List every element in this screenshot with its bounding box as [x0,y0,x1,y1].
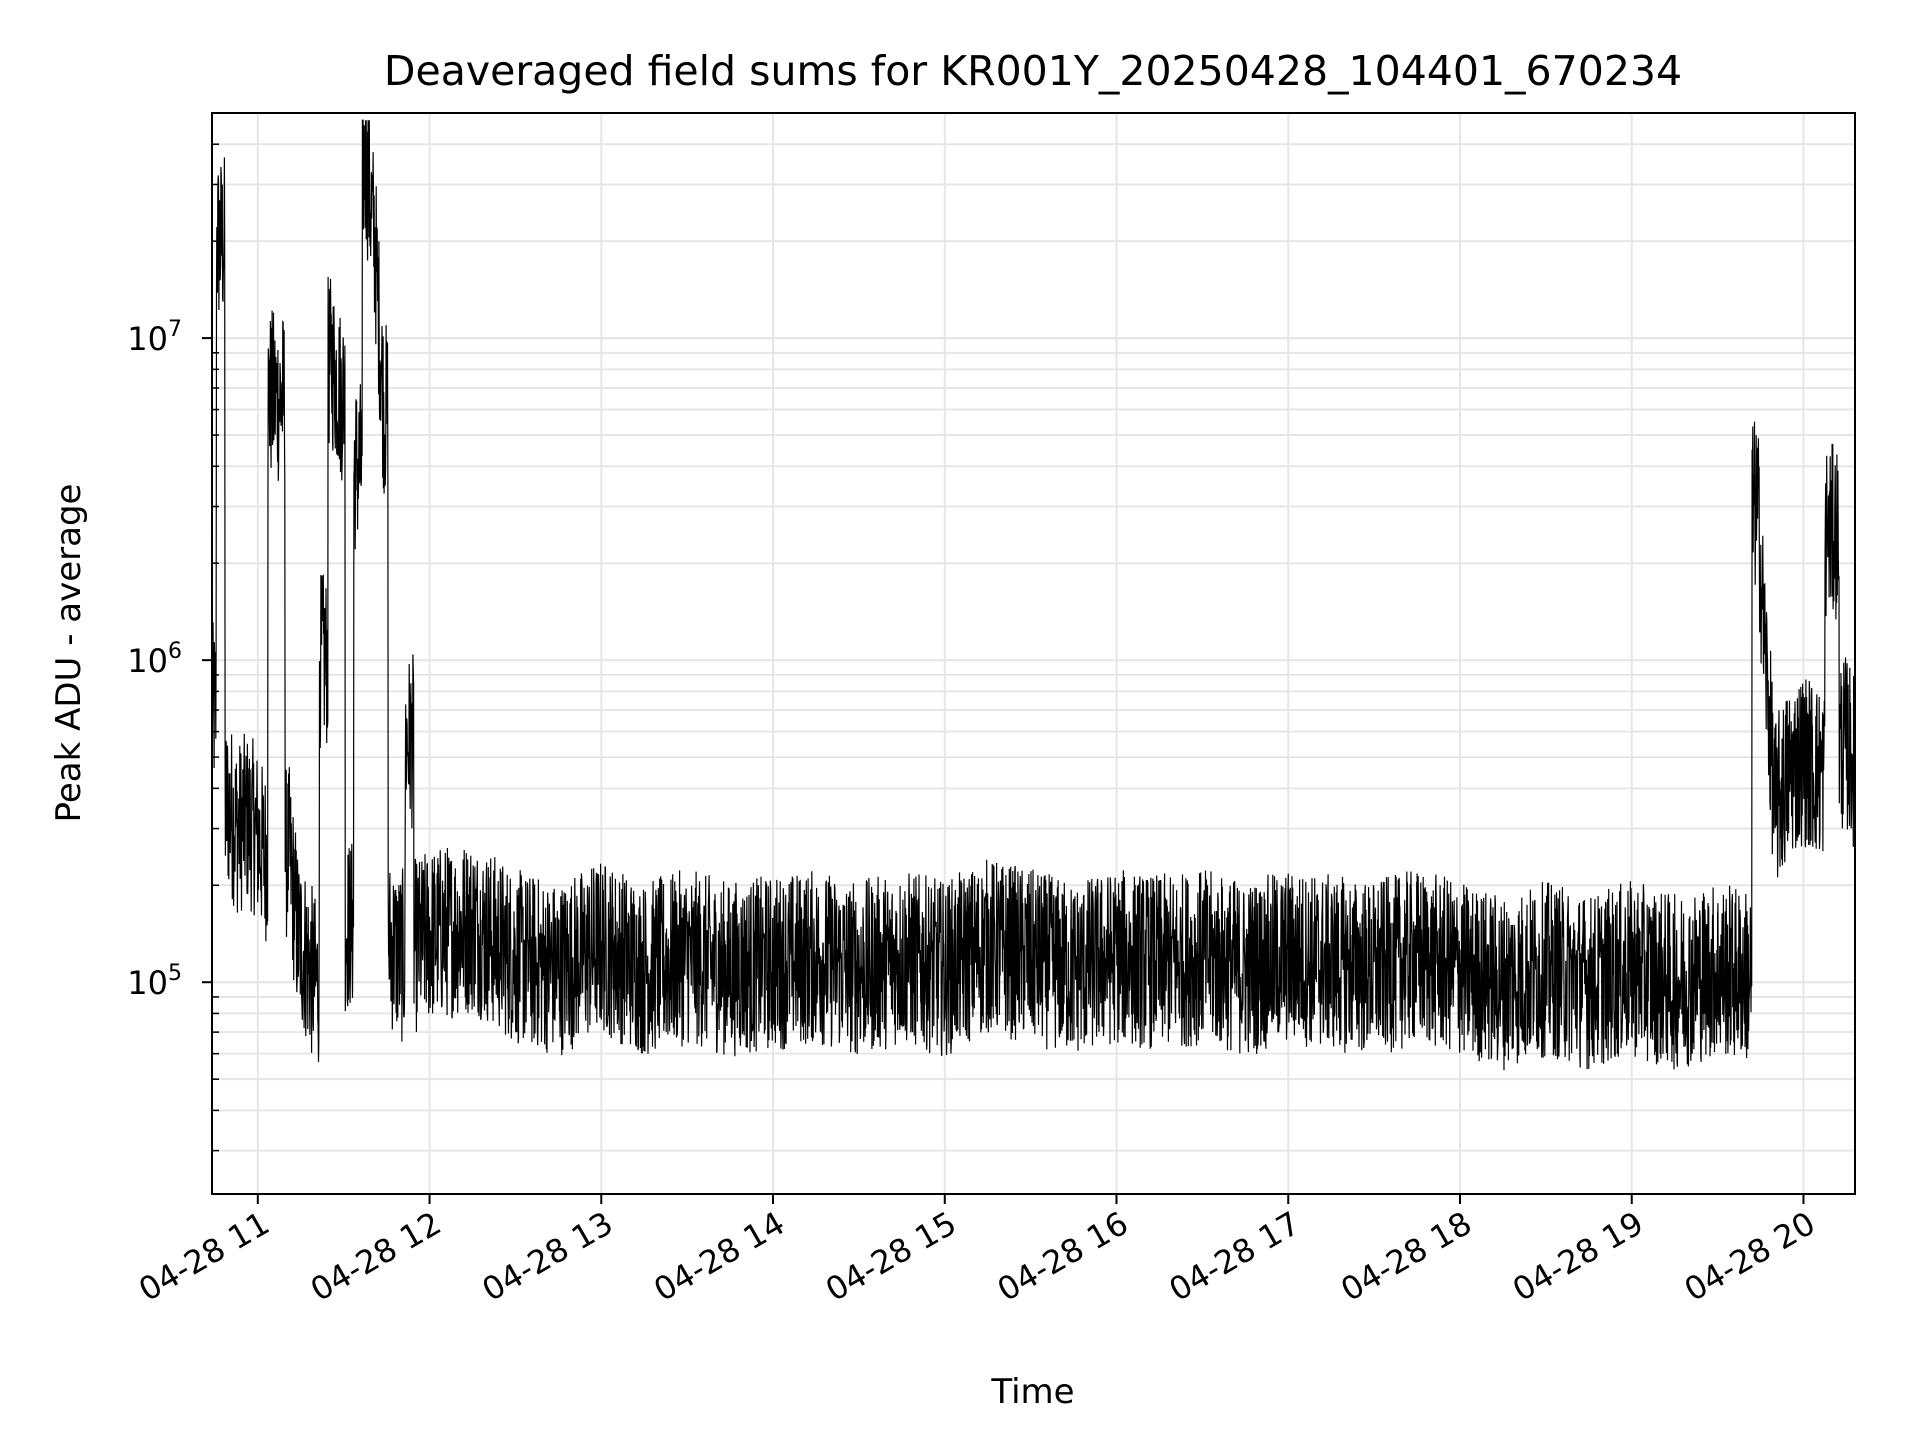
series-point [1831,531,1833,533]
series-point [600,945,602,947]
series-point [263,853,265,855]
series-point [1158,962,1160,964]
series-point [429,934,431,936]
series-point [220,240,222,242]
series-point [1116,956,1118,958]
series-point [1502,981,1504,983]
series-point [245,819,247,821]
series-point [987,945,989,947]
y-tick-exponent: 5 [168,961,182,986]
series-point [211,709,213,711]
series-point [374,247,376,249]
series-point [1287,956,1289,958]
series-point [944,968,946,970]
series-point [1854,762,1856,764]
series-point [471,925,473,927]
series-point [1717,968,1719,970]
series-point [1802,756,1804,758]
series-point [323,659,325,661]
series-point [409,740,411,742]
series-point [305,956,307,958]
series-point [417,945,419,947]
y-tick-base: 10 [127,320,168,358]
series-point [858,968,860,970]
series-point [271,395,273,397]
series-point [729,968,731,970]
series-point [557,968,559,970]
series-point [1674,981,1676,983]
series-point [1845,743,1847,745]
series-point [400,956,402,958]
series-point [383,409,385,411]
y-tick-exponent: 7 [168,317,182,342]
series-point [228,806,230,808]
series-point [1817,771,1819,773]
series-point [1745,974,1747,976]
series-point [643,968,645,970]
y-tick-base: 10 [127,642,168,680]
series-point [815,956,817,958]
plot-frame [211,112,1856,1195]
y-tick-label: 106 [127,639,182,680]
series-point [366,162,368,164]
series-point [1244,968,1246,970]
x-axis-title: Time [990,1372,1074,1412]
series-point [1201,956,1203,958]
series-point [772,962,774,964]
series-point [686,956,688,958]
series-point [1030,956,1032,958]
series-point [314,981,316,983]
y-tick-label: 105 [127,961,182,1002]
series-point [340,393,342,395]
series-point [1459,968,1461,970]
series-line [211,119,1856,1071]
series-point [1588,981,1590,983]
series-point [1788,771,1790,773]
series-point [514,956,516,958]
y-axis-title: Peak ADU - average [49,484,89,823]
series-point [237,828,239,830]
series-point [357,465,359,467]
series-point [348,925,350,927]
series-point [288,853,290,855]
series-point [1373,968,1375,970]
y-tick-base: 10 [127,964,168,1002]
series-point [1757,506,1759,508]
series-point [1774,806,1776,808]
series-point [1631,968,1633,970]
series-point [280,397,282,399]
series-point [1416,956,1418,958]
series-point [1762,622,1764,624]
y-tick-exponent: 6 [168,639,182,664]
series-point [1330,962,1332,964]
series-point [1073,968,1075,970]
series-point [901,956,903,958]
series-point [331,363,333,365]
chart-title: Deaveraged field sums for KR001Y_2025042… [384,47,1682,95]
series-point [254,828,256,830]
series-point [1545,968,1547,970]
y-tick-label: 107 [127,317,182,358]
series-point [297,934,299,936]
series-point [391,945,393,947]
